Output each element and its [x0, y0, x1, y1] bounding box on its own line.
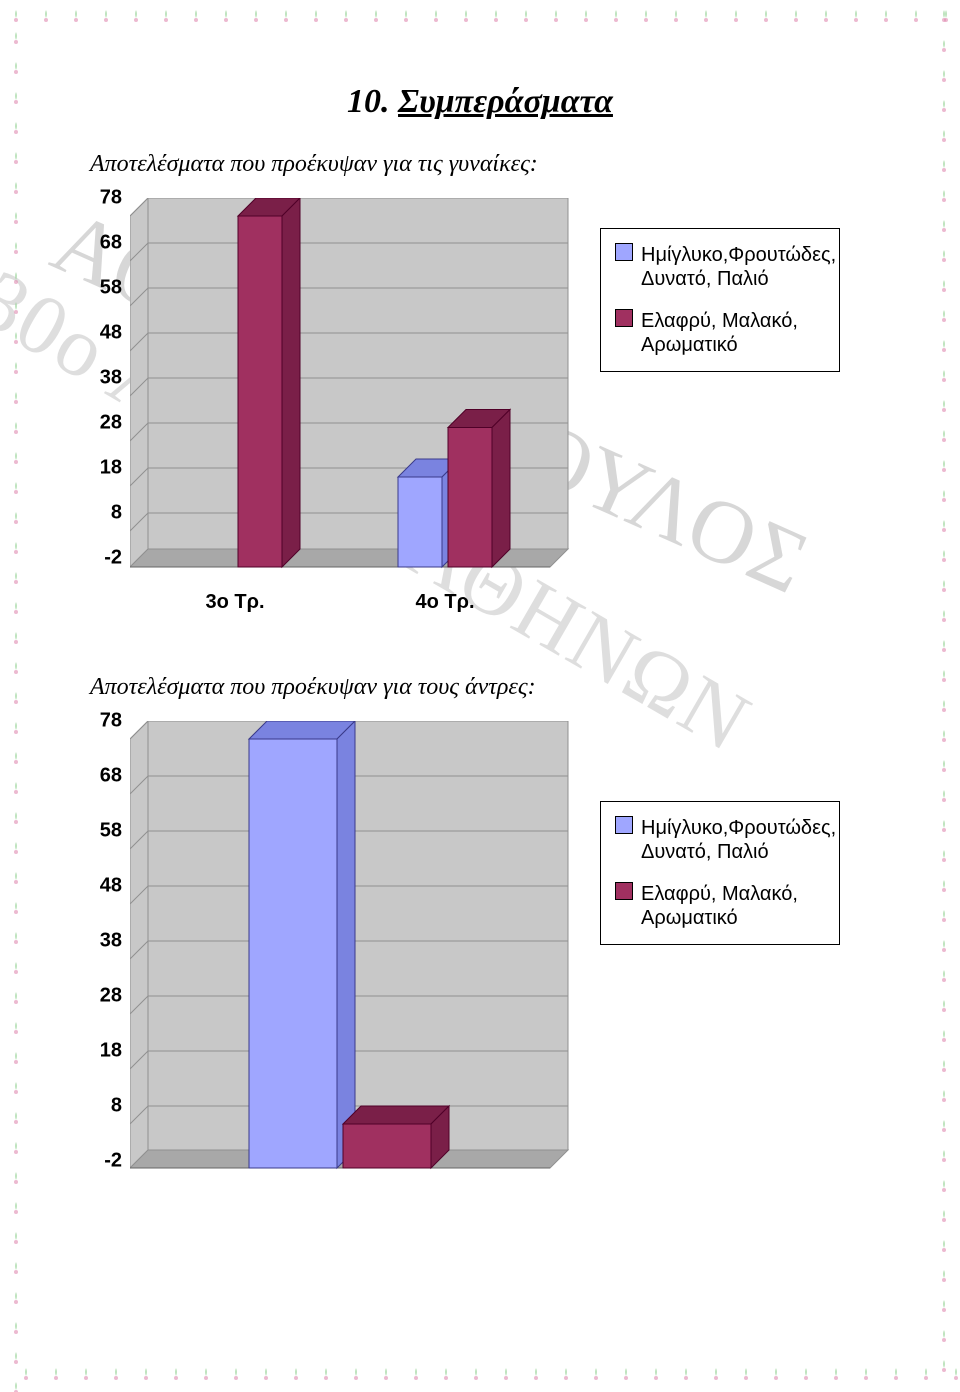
chart1-legend: Ημίγλυκο,Φρουτώδες, Δυνατό, Παλιό Ελαφρύ,… [600, 228, 840, 372]
y-tick-label: 48 [100, 874, 122, 897]
x-tick-label: 4ο Τρ. [340, 591, 550, 614]
legend-label: Ελαφρύ, Μαλακό, Αρωματικό [641, 882, 825, 930]
chart2-y-axis: 786858483828188-2 [90, 721, 126, 1161]
chart2-legend: Ημίγλυκο,Φρουτώδες, Δυνατό, Παλιό Ελαφρύ,… [600, 801, 840, 945]
chart2-block: 786858483828188-2 Ημίγλυκο,Φρουτώδες, Δυ… [90, 721, 910, 1186]
y-tick-label: 28 [100, 411, 122, 434]
y-tick-label: -2 [104, 1149, 122, 1172]
y-tick-label: 8 [111, 1094, 122, 1117]
chart-svg [130, 198, 570, 578]
chart2-plot [130, 721, 570, 1186]
y-tick-label: 58 [100, 276, 122, 299]
chart-svg [130, 721, 570, 1181]
legend-swatch [615, 243, 633, 261]
legend-label: Ελαφρύ, Μαλακό, Αρωματικό [641, 309, 825, 357]
y-tick-label: -2 [104, 546, 122, 569]
legend-label: Ημίγλυκο,Φρουτώδες, Δυνατό, Παλιό [641, 243, 836, 291]
chart1-x-labels: 3ο Τρ.4ο Τρ. [130, 591, 550, 614]
chart1-block: 786858483828188-2 3ο Τρ.4ο Τρ. Ημίγλυκο,… [90, 198, 910, 614]
y-tick-label: 78 [100, 709, 122, 732]
y-tick-label: 8 [111, 501, 122, 524]
chart2-area: 786858483828188-2 [90, 721, 570, 1186]
legend-item: Ελαφρύ, Μαλακό, Αρωματικό [615, 882, 825, 930]
y-tick-label: 48 [100, 321, 122, 344]
y-tick-label: 68 [100, 764, 122, 787]
page-title: 10. Συμπεράσματα [50, 83, 910, 121]
legend-swatch [615, 882, 633, 900]
legend-swatch [615, 309, 633, 327]
legend-item: Ημίγλυκο,Φρουτώδες, Δυνατό, Παλιό [615, 243, 825, 291]
y-tick-label: 38 [100, 929, 122, 952]
chart1-plot [130, 198, 570, 583]
chart1-y-axis: 786858483828188-2 [90, 198, 126, 558]
legend-swatch [615, 816, 633, 834]
y-tick-label: 68 [100, 231, 122, 254]
y-tick-label: 38 [100, 366, 122, 389]
y-tick-label: 28 [100, 984, 122, 1007]
chart1-area: 786858483828188-2 3ο Τρ.4ο Τρ. [90, 198, 570, 614]
x-tick-label: 3ο Τρ. [130, 591, 340, 614]
y-tick-label: 58 [100, 819, 122, 842]
page-content: 10. Συμπεράσματα ΑΘΑΝΑΣΟΠΟΥΛΟΣ30ο ΛΥΚΕΙΟ… [0, 0, 960, 1392]
title-word: Συμπεράσματα [398, 83, 613, 120]
y-tick-label: 78 [100, 186, 122, 209]
legend-item: Ημίγλυκο,Φρουτώδες, Δυνατό, Παλιό [615, 816, 825, 864]
y-tick-label: 18 [100, 1039, 122, 1062]
chart1-subtitle: Αποτελέσματα που προέκυψαν για τις γυναί… [90, 151, 910, 178]
legend-label: Ημίγλυκο,Φρουτώδες, Δυνατό, Παλιό [641, 816, 836, 864]
title-number: 10. [347, 83, 390, 120]
chart2-subtitle: Αποτελέσματα που προέκυψαν για τους άντρ… [90, 674, 910, 701]
legend-item: Ελαφρύ, Μαλακό, Αρωματικό [615, 309, 825, 357]
y-tick-label: 18 [100, 456, 122, 479]
